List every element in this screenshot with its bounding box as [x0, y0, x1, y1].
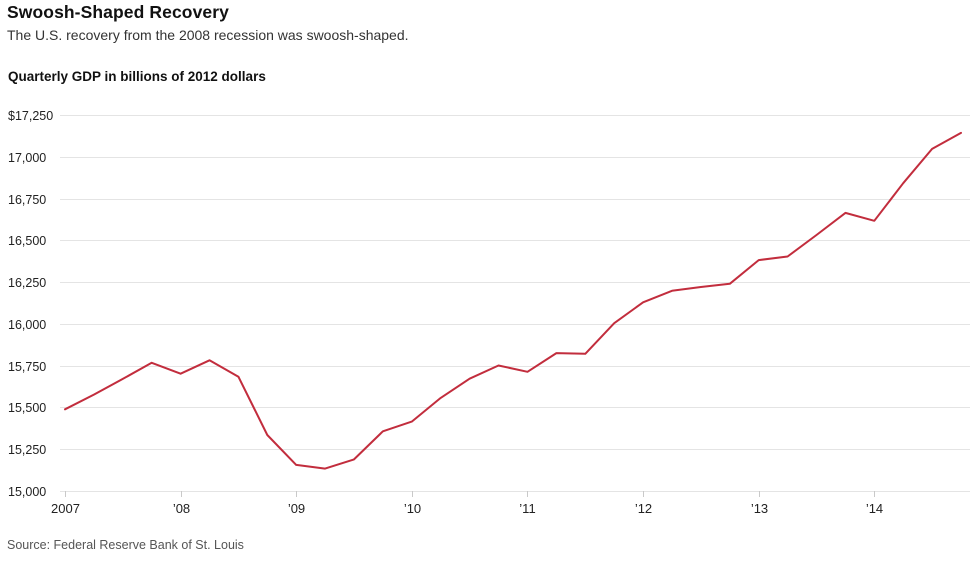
source-note: Source: Federal Reserve Bank of St. Loui…	[7, 538, 244, 552]
page-subtitle: The U.S. recovery from the 2008 recessio…	[7, 27, 409, 43]
y-axis-label: 16,000	[8, 318, 46, 332]
chart-axis-title: Quarterly GDP in billions of 2012 dollar…	[8, 69, 266, 84]
y-axis-label: 15,000	[8, 485, 46, 499]
x-axis-label: 2007	[51, 501, 80, 516]
y-axis-label: 16,250	[8, 276, 46, 290]
gdp-line	[64, 131, 962, 470]
page-title: Swoosh-Shaped Recovery	[7, 2, 229, 22]
y-axis-label: 15,250	[8, 443, 46, 457]
x-axis-label: ’14	[866, 501, 883, 516]
y-axis-label: 15,500	[8, 401, 46, 415]
x-axis-label: ’10	[404, 501, 421, 516]
y-axis-label: $17,250	[8, 109, 53, 123]
x-axis-label: ’12	[635, 501, 652, 516]
y-axis-label: 16,750	[8, 193, 46, 207]
y-axis-label: 16,500	[8, 234, 46, 248]
x-axis-label: ’08	[173, 501, 190, 516]
x-axis-label: ’13	[751, 501, 768, 516]
x-axis-label: ’11	[519, 501, 535, 516]
y-axis-label: 17,000	[8, 151, 46, 165]
y-axis-label: 15,750	[8, 360, 46, 374]
x-axis-label: ’09	[288, 501, 305, 516]
